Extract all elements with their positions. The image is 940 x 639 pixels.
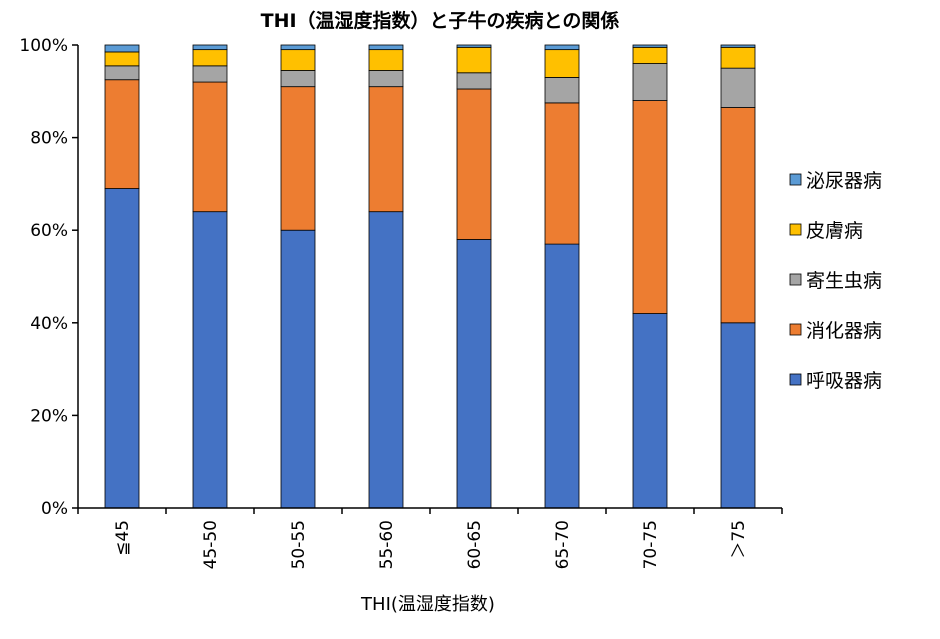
bar-segment (632, 313, 668, 509)
bar-segment (720, 67, 756, 108)
bar-segment (368, 86, 404, 213)
bar-segment (544, 44, 580, 51)
legend-label: 呼吸器病 (806, 370, 882, 392)
legend-swatch (789, 173, 802, 186)
bar-segment (280, 229, 316, 509)
bar-segment (632, 63, 668, 101)
bar-segment (280, 44, 316, 51)
bar-segment (368, 44, 404, 51)
bar-segment (632, 46, 668, 64)
bar-segment (192, 81, 228, 213)
legend-swatch (789, 373, 802, 386)
bar-segment (720, 44, 756, 48)
y-tick-label: 80% (30, 129, 68, 149)
bar-segment (280, 70, 316, 88)
x-tick-label: 65-70 (553, 520, 573, 569)
bar-segment (632, 44, 668, 48)
x-axis-title: THI(温湿度指数) (360, 594, 495, 615)
bar-segment (720, 107, 756, 324)
bar-segment (192, 211, 228, 509)
bar-segment (544, 102, 580, 245)
bar-segment (104, 44, 140, 53)
x-tick-label: 50-55 (289, 520, 309, 569)
bar-segment (104, 65, 140, 81)
bar-segment (104, 51, 140, 67)
bar-segment (368, 211, 404, 509)
bar-segment (104, 188, 140, 509)
plot-area: 0% 20% 40% 60% 80% 100% ≦45 45-50 50-55 55-60 60-6… (19, 36, 783, 569)
legend-swatch (789, 323, 802, 336)
bar-segment (720, 322, 756, 509)
legend-label: 皮膚病 (806, 220, 863, 242)
legend-label: 泌尿器病 (806, 170, 882, 192)
bar-segment (456, 239, 492, 509)
x-tick-label: 70-75 (641, 520, 661, 569)
bar-segment (456, 46, 492, 74)
bar-segment (192, 49, 228, 67)
bar-segment (632, 100, 668, 314)
bar-segment (192, 65, 228, 83)
bar-segment (456, 44, 492, 48)
y-tick-label: 60% (30, 221, 68, 241)
legend-label: 消化器病 (806, 320, 882, 342)
bar-segment (720, 46, 756, 69)
bar-segment (544, 49, 580, 78)
y-tick-label: 0% (41, 499, 68, 519)
legend-swatch (789, 273, 802, 286)
bar-segment (544, 77, 580, 104)
bar-segment (368, 70, 404, 88)
bar-segment (192, 44, 228, 51)
legend-label: 寄生虫病 (806, 270, 882, 292)
bar-segment (544, 243, 580, 509)
bar-segment (280, 49, 316, 71)
x-tick-label: 60-65 (465, 520, 485, 569)
bar-segment (456, 72, 492, 90)
y-tick-label: 20% (30, 406, 68, 426)
legend-swatch (789, 223, 802, 236)
x-tick-label: 45-50 (201, 520, 221, 569)
y-tick-label: 40% (30, 314, 68, 334)
x-tick-label: ≦45 (113, 520, 133, 556)
x-tick-label: ＞75 (729, 520, 749, 559)
bar-segment (104, 79, 140, 189)
y-tick-label: 100% (19, 36, 68, 56)
chart-title: THI（温湿度指数）と子牛の疾病との関係 (261, 9, 620, 32)
bar-segment (280, 86, 316, 231)
x-tick-label: 55-60 (377, 520, 397, 569)
bar-segment (456, 88, 492, 240)
bar-segment (368, 49, 404, 71)
